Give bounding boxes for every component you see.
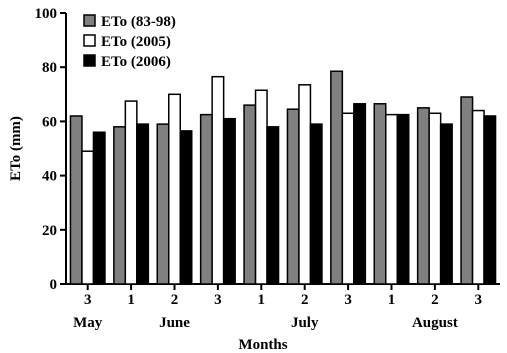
y-tick-label: 20 [42, 223, 57, 239]
legend-label-1: ETo (83-98) [101, 14, 176, 30]
bar-1-2 [113, 126, 127, 285]
bar-3-6 [309, 123, 323, 285]
bar-3-10 [483, 115, 497, 285]
y-tick-label: 40 [42, 169, 57, 185]
y-tick-label: 0 [50, 277, 58, 293]
bar-1-7 [330, 70, 344, 285]
legend-label-3: ETo (2006) [101, 54, 171, 70]
bar-2-1 [81, 150, 95, 285]
bar-3-3 [179, 130, 193, 285]
x-tick-label: 3 [344, 292, 352, 308]
x-tick-label: 2 [301, 292, 309, 308]
x-tick-label: 2 [171, 292, 179, 308]
bar-1-6 [286, 108, 300, 285]
y-axis-title: ETo (mm) [8, 116, 24, 181]
bar-1-5 [243, 104, 257, 285]
bar-3-9 [439, 123, 453, 285]
bar-1-9 [416, 107, 430, 285]
bar-2-2 [124, 100, 138, 285]
bar-1-10 [460, 96, 474, 285]
bar-2-8 [385, 113, 398, 285]
x-tick-label: 3 [475, 292, 483, 308]
month-label-july: July [291, 315, 319, 331]
bar-1-8 [373, 103, 387, 285]
bar-1-3 [156, 123, 170, 285]
month-label-august: August [412, 315, 458, 331]
y-tick-label: 60 [42, 114, 57, 130]
y-tick-label: 100 [35, 6, 58, 22]
x-tick-label: 1 [258, 292, 266, 308]
legend-label-2: ETo (2005) [101, 34, 171, 50]
bar-3-5 [266, 126, 280, 285]
x-tick-label: 1 [127, 292, 135, 308]
legend-swatch-1 [83, 14, 96, 27]
x-tick-label: 2 [431, 292, 439, 308]
bar-3-1 [92, 131, 106, 285]
bar-2-3 [168, 93, 181, 285]
x-tick-label: 3 [84, 292, 92, 308]
bar-2-7 [341, 112, 355, 285]
x-tick-label: 3 [214, 292, 222, 308]
bar-1-1 [69, 115, 83, 285]
bar-3-4 [222, 117, 236, 285]
x-tick-label: 1 [388, 292, 396, 308]
bar-2-9 [428, 112, 442, 285]
x-axis-title: Months [238, 337, 287, 353]
bar-3-8 [396, 113, 410, 285]
bar-3-7 [353, 103, 367, 285]
bar-2-6 [298, 84, 312, 285]
bar-2-5 [254, 89, 268, 285]
legend-swatch-2 [83, 34, 96, 47]
legend-swatch-3 [83, 54, 96, 67]
bar-2-10 [471, 109, 485, 285]
month-label-june: June [159, 315, 190, 331]
bar-1-4 [199, 113, 213, 285]
month-label-may: May [73, 315, 103, 331]
y-tick-label: 80 [42, 60, 57, 76]
bar-2-4 [211, 75, 225, 285]
bar-3-2 [136, 123, 150, 285]
